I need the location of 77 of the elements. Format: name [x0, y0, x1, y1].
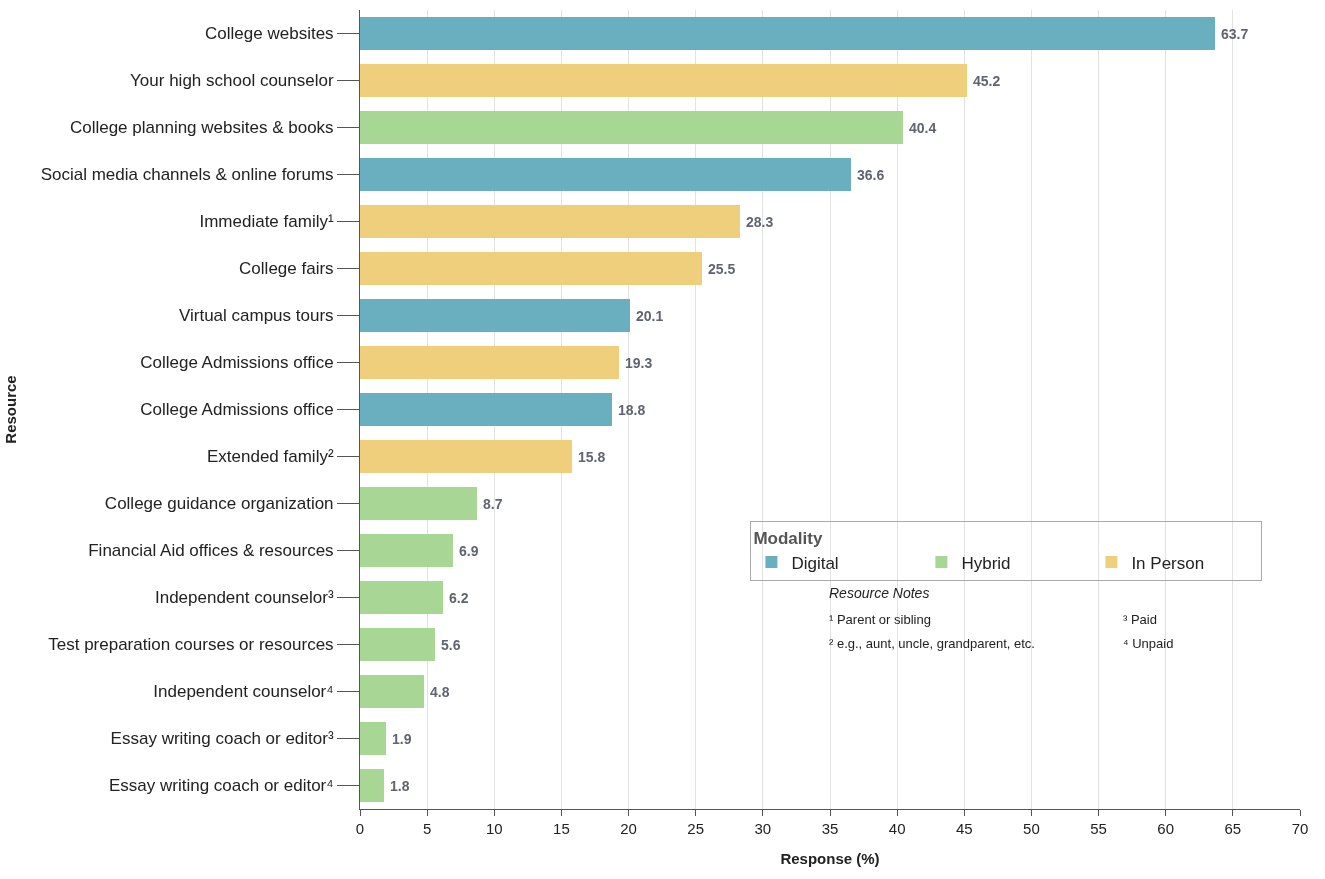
y-tick-label: Extended family²: [206, 447, 334, 467]
x-tick-label: 0: [355, 820, 365, 837]
data-label: 18.8: [618, 402, 646, 418]
data-label: 1.9: [392, 731, 412, 747]
x-tick-label: 10: [485, 820, 503, 837]
bar: [360, 298, 630, 333]
y-tick-label: College fairs: [239, 259, 334, 279]
y-tick-label: Social media channels & online forums: [40, 165, 334, 185]
x-tick-label: 45: [955, 820, 973, 837]
y-tick-label: Your high school counselor: [130, 71, 334, 91]
bar: [360, 486, 477, 521]
bar: [360, 533, 453, 568]
x-tick-label: 40: [888, 820, 906, 837]
data-label: 25.5: [708, 261, 736, 277]
data-label: 6.2: [449, 590, 469, 606]
annotation: Resource Notes: [829, 585, 930, 601]
bar: [360, 251, 703, 286]
y-tick-label: College Admissions office: [140, 353, 334, 373]
data-label: 4.8: [430, 684, 450, 700]
y-tick-label: Essay writing coach or editor³: [110, 729, 334, 749]
data-label: 45.2: [973, 73, 1001, 89]
y-tick-label: Test preparation courses or resources: [48, 635, 334, 655]
data-label: 1.8: [390, 778, 410, 794]
legend-label: Digital: [791, 553, 839, 573]
legend-label: In Person: [1131, 553, 1205, 573]
legend-label: Hybrid: [961, 553, 1011, 573]
x-axis-title: Response (%): [780, 850, 880, 867]
data-label: 8.7: [483, 496, 503, 512]
annotation: ⁴ Unpaid: [1123, 636, 1174, 651]
bar: [360, 392, 613, 427]
annotation: ² e.g., aunt, uncle, grandparent, etc.: [829, 636, 1035, 651]
annotation: ³ Paid: [1123, 612, 1157, 627]
y-tick-label: College guidance organization: [104, 494, 334, 514]
y-tick-label: Virtual campus tours: [178, 306, 334, 326]
x-tick-label: 60: [1157, 820, 1175, 837]
annotation: ¹ Parent or sibling: [829, 612, 931, 627]
bar: [360, 721, 386, 756]
x-tick-label: 30: [754, 820, 772, 837]
bar: [360, 63, 967, 98]
y-axis-title: Resource: [1, 375, 19, 444]
bar: [360, 627, 436, 662]
x-tick-label: 70: [1291, 820, 1309, 837]
bar: [360, 345, 620, 380]
bar: [360, 580, 444, 615]
bar: [360, 110, 903, 145]
data-label: 15.8: [578, 449, 606, 465]
x-tick-label: 55: [1090, 820, 1107, 837]
y-tick-label: College websites: [205, 24, 334, 44]
y-tick-label: Financial Aid offices & resources: [88, 541, 334, 561]
data-label: 6.9: [459, 543, 479, 559]
x-tick-label: 65: [1224, 820, 1242, 837]
bar: [360, 674, 425, 709]
data-label: 5.6: [441, 637, 461, 653]
bar: [360, 439, 573, 474]
data-label: 20.1: [636, 308, 664, 324]
x-tick-label: 5: [422, 820, 432, 837]
data-label: 19.3: [625, 355, 653, 371]
data-label: 36.6: [857, 167, 885, 183]
bar: [360, 204, 741, 239]
bar: [360, 16, 1216, 51]
data-label: 28.3: [746, 214, 774, 230]
bar: [360, 768, 385, 803]
x-tick-label: 15: [553, 820, 570, 837]
data-label: 63.7: [1221, 26, 1249, 42]
y-tick-label: Immediate family¹: [199, 212, 334, 232]
x-tick-label: 50: [1023, 820, 1040, 837]
y-tick-label: College planning websites & books: [69, 118, 334, 138]
y-tick-label: Independent counselor³: [154, 588, 334, 608]
bar: [360, 157, 852, 192]
data-label: 40.4: [909, 120, 937, 136]
x-tick-label: 25: [687, 820, 705, 837]
legend-title: Modality: [753, 529, 823, 549]
y-tick-label: Independent counselor⁴: [153, 682, 334, 702]
y-tick-label: Essay writing coach or editor⁴: [108, 776, 334, 796]
x-tick-label: 20: [620, 820, 637, 837]
y-tick-label: College Admissions office: [140, 400, 334, 420]
x-tick-label: 35: [821, 820, 839, 837]
